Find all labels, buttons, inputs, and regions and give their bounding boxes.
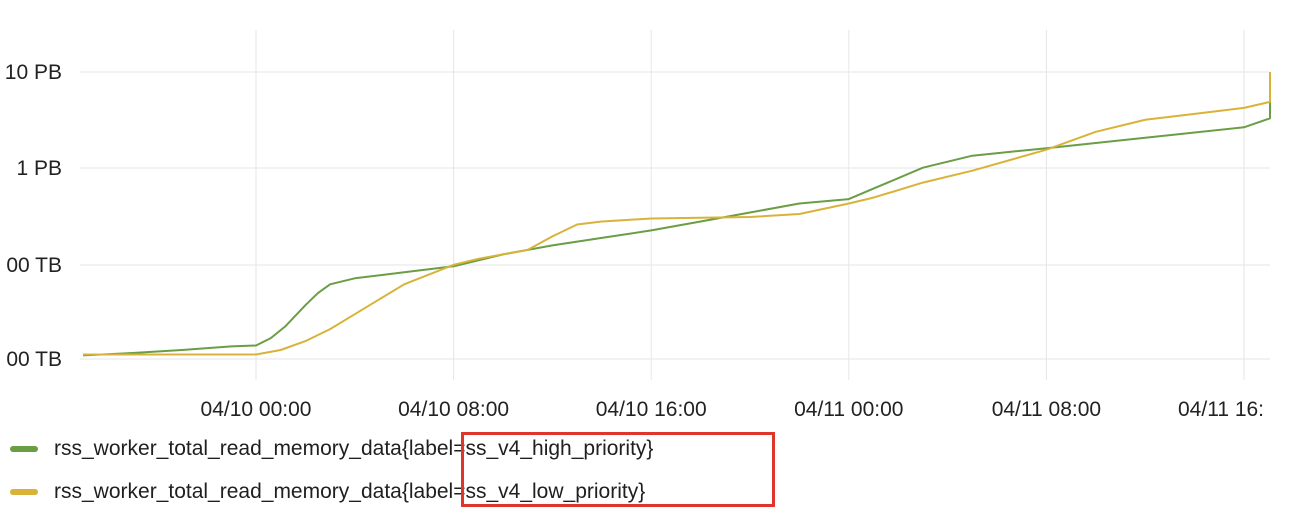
legend-label-high-priority: rss_worker_total_read_memory_data{label=… xyxy=(54,437,654,460)
x-tick-label: 04/10 16:00 xyxy=(596,398,707,421)
legend-item-low-priority[interactable]: rss_worker_total_read_memory_data{label=… xyxy=(10,475,645,509)
y-axis-ticks: 00 TB 00 TB 1 PB 10 PB xyxy=(5,61,62,371)
x-tick-label: 04/10 08:00 xyxy=(398,398,509,421)
x-tick-label: 04/10 00:00 xyxy=(201,398,312,421)
series-line-low-priority xyxy=(83,72,1271,356)
annotation-highlight-box xyxy=(461,432,775,507)
series-line-high-priority xyxy=(83,97,1271,357)
legend-swatch-high-priority xyxy=(10,446,38,452)
y-tick-label: 1 PB xyxy=(16,157,62,180)
time-series-chart: 00 TB 00 TB 1 PB 10 PB 04/10 00:00 04/10 08:… xyxy=(5,30,1271,421)
y-tick-label: 00 TB xyxy=(6,348,62,371)
legend-label-low-priority: rss_worker_total_read_memory_data{label=… xyxy=(54,480,646,503)
y-tick-label: 10 PB xyxy=(5,61,62,84)
x-tick-label: 04/11 00:00 xyxy=(794,398,903,421)
x-tick-label: 04/11 08:00 xyxy=(992,398,1101,421)
y-tick-label: 00 TB xyxy=(6,254,62,277)
grid-lines xyxy=(80,30,1270,380)
legend-swatch-low-priority xyxy=(10,489,38,495)
series-lines xyxy=(83,72,1271,357)
x-axis-ticks: 04/10 00:00 04/10 08:00 04/10 16:00 04/11 0… xyxy=(201,398,1265,421)
legend-item-high-priority[interactable]: rss_worker_total_read_memory_data{label=… xyxy=(10,432,653,466)
x-tick-label: 04/11 16: xyxy=(1178,398,1264,421)
